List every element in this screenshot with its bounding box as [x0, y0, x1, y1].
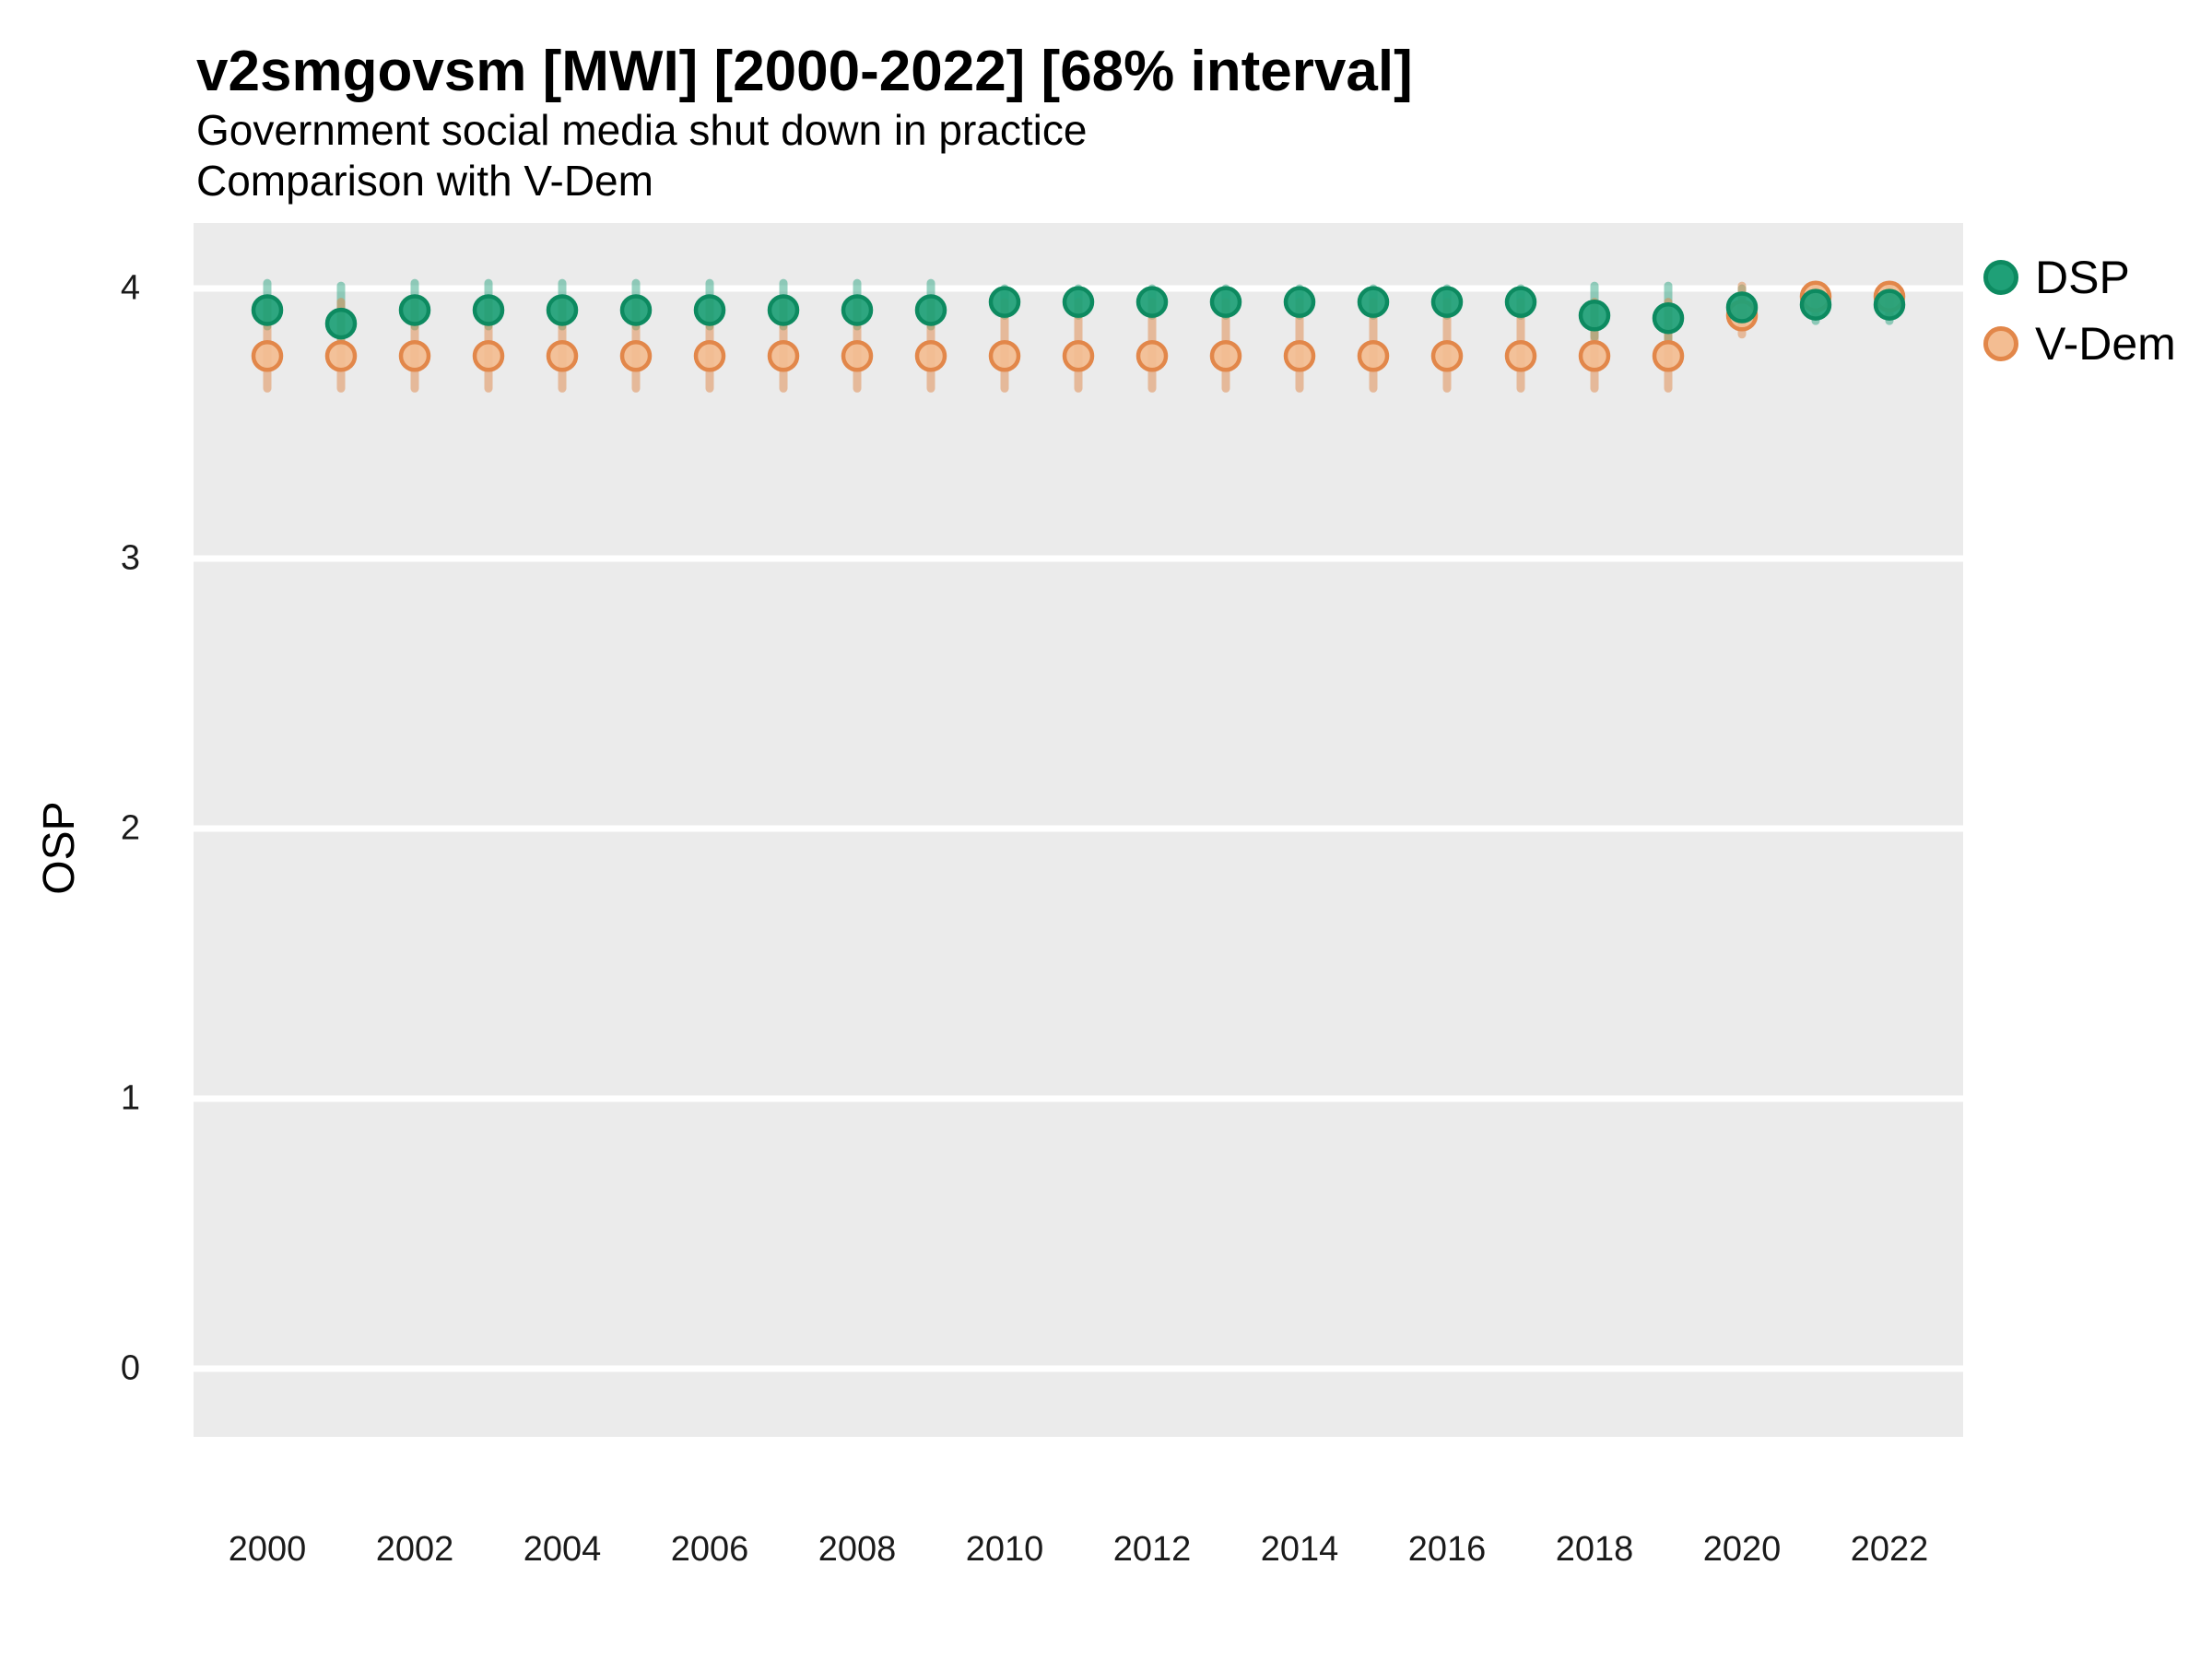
gridline-y0	[194, 1365, 1963, 1372]
dsp-point-2016	[1430, 286, 1464, 318]
dsp-point-2010	[988, 286, 1021, 318]
dsp-point-2002	[398, 294, 431, 326]
x-tick-2014: 2014	[1260, 1530, 1339, 1569]
vdem-point-2006	[693, 340, 726, 372]
chart-comparison-note: Comparison with V-Dem	[196, 157, 653, 205]
plot-panel	[194, 223, 1963, 1437]
dsp-point-2008	[841, 294, 874, 326]
x-tick-2020: 2020	[1702, 1530, 1782, 1569]
vdem-point-2003	[472, 340, 505, 372]
vdem-point-2007	[767, 340, 800, 372]
x-tick-2000: 2000	[228, 1530, 307, 1569]
dsp-legend-label: DSP	[2035, 252, 2130, 303]
dsp-point-2019	[1652, 301, 1685, 335]
dsp-point-2007	[767, 294, 800, 326]
vdem-point-2012	[1135, 340, 1169, 372]
dsp-point-2003	[472, 294, 505, 326]
gridline-y3	[194, 555, 1963, 562]
vdem-legend-label: V-Dem	[2035, 318, 2176, 370]
x-tick-2018: 2018	[1555, 1530, 1634, 1569]
vdem-legend-marker-icon	[1983, 326, 2018, 361]
vdem-point-2002	[398, 340, 431, 372]
gridline-y1	[194, 1095, 1963, 1102]
dsp-point-2001	[324, 307, 358, 340]
y-axis-title: OSP	[35, 801, 85, 895]
gridline-y2	[194, 825, 1963, 832]
dsp-point-2005	[619, 294, 653, 326]
dsp-point-2004	[546, 294, 579, 326]
chart-title: v2smgovsm [MWI] [2000-2022] [68% interva…	[196, 40, 1413, 103]
dsp-legend-marker-icon	[1983, 260, 2018, 295]
vdem-point-2001	[324, 340, 358, 372]
legend: DSP V-Dem	[1983, 251, 2176, 371]
dsp-point-2021	[1799, 288, 1832, 321]
vdem-point-2010	[988, 340, 1021, 372]
legend-item-vdem: V-Dem	[1983, 317, 2176, 371]
dsp-point-2012	[1135, 286, 1169, 318]
vdem-point-2017	[1504, 340, 1537, 372]
vdem-point-2008	[841, 340, 874, 372]
vdem-point-2014	[1283, 340, 1316, 372]
vdem-point-2018	[1578, 340, 1611, 372]
dsp-point-2020	[1725, 291, 1759, 324]
y-tick-3: 3	[120, 538, 140, 578]
x-tick-2004: 2004	[523, 1530, 602, 1569]
vdem-point-2009	[914, 340, 947, 372]
x-tick-2006: 2006	[670, 1530, 749, 1569]
vdem-point-2011	[1062, 340, 1095, 372]
x-tick-2010: 2010	[965, 1530, 1044, 1569]
vdem-point-2015	[1357, 340, 1390, 372]
vdem-point-2019	[1652, 340, 1685, 372]
vdem-point-2000	[251, 340, 284, 372]
dsp-point-2009	[914, 294, 947, 326]
vdem-point-2004	[546, 340, 579, 372]
x-tick-2016: 2016	[1407, 1530, 1487, 1569]
dsp-point-2006	[693, 294, 726, 326]
x-tick-2002: 2002	[375, 1530, 454, 1569]
y-tick-1: 1	[120, 1078, 140, 1118]
x-tick-2012: 2012	[1112, 1530, 1192, 1569]
dsp-point-2000	[251, 294, 284, 326]
x-tick-2008: 2008	[818, 1530, 897, 1569]
dsp-point-2011	[1062, 286, 1095, 318]
dsp-point-2017	[1504, 286, 1537, 318]
dsp-point-2018	[1578, 300, 1611, 332]
y-tick-0: 0	[120, 1348, 140, 1388]
chart-subtitle: Government social media shut down in pra…	[196, 106, 1088, 154]
dsp-point-2015	[1357, 286, 1390, 318]
vdem-point-2016	[1430, 340, 1464, 372]
dsp-point-2013	[1209, 286, 1242, 318]
dsp-point-2014	[1283, 286, 1316, 318]
y-tick-2: 2	[120, 808, 140, 848]
vdem-point-2005	[619, 340, 653, 372]
legend-item-dsp: DSP	[1983, 251, 2176, 304]
y-tick-4: 4	[120, 268, 140, 308]
dsp-point-2022	[1873, 288, 1906, 321]
vdem-point-2013	[1209, 340, 1242, 372]
x-tick-2022: 2022	[1850, 1530, 1929, 1569]
